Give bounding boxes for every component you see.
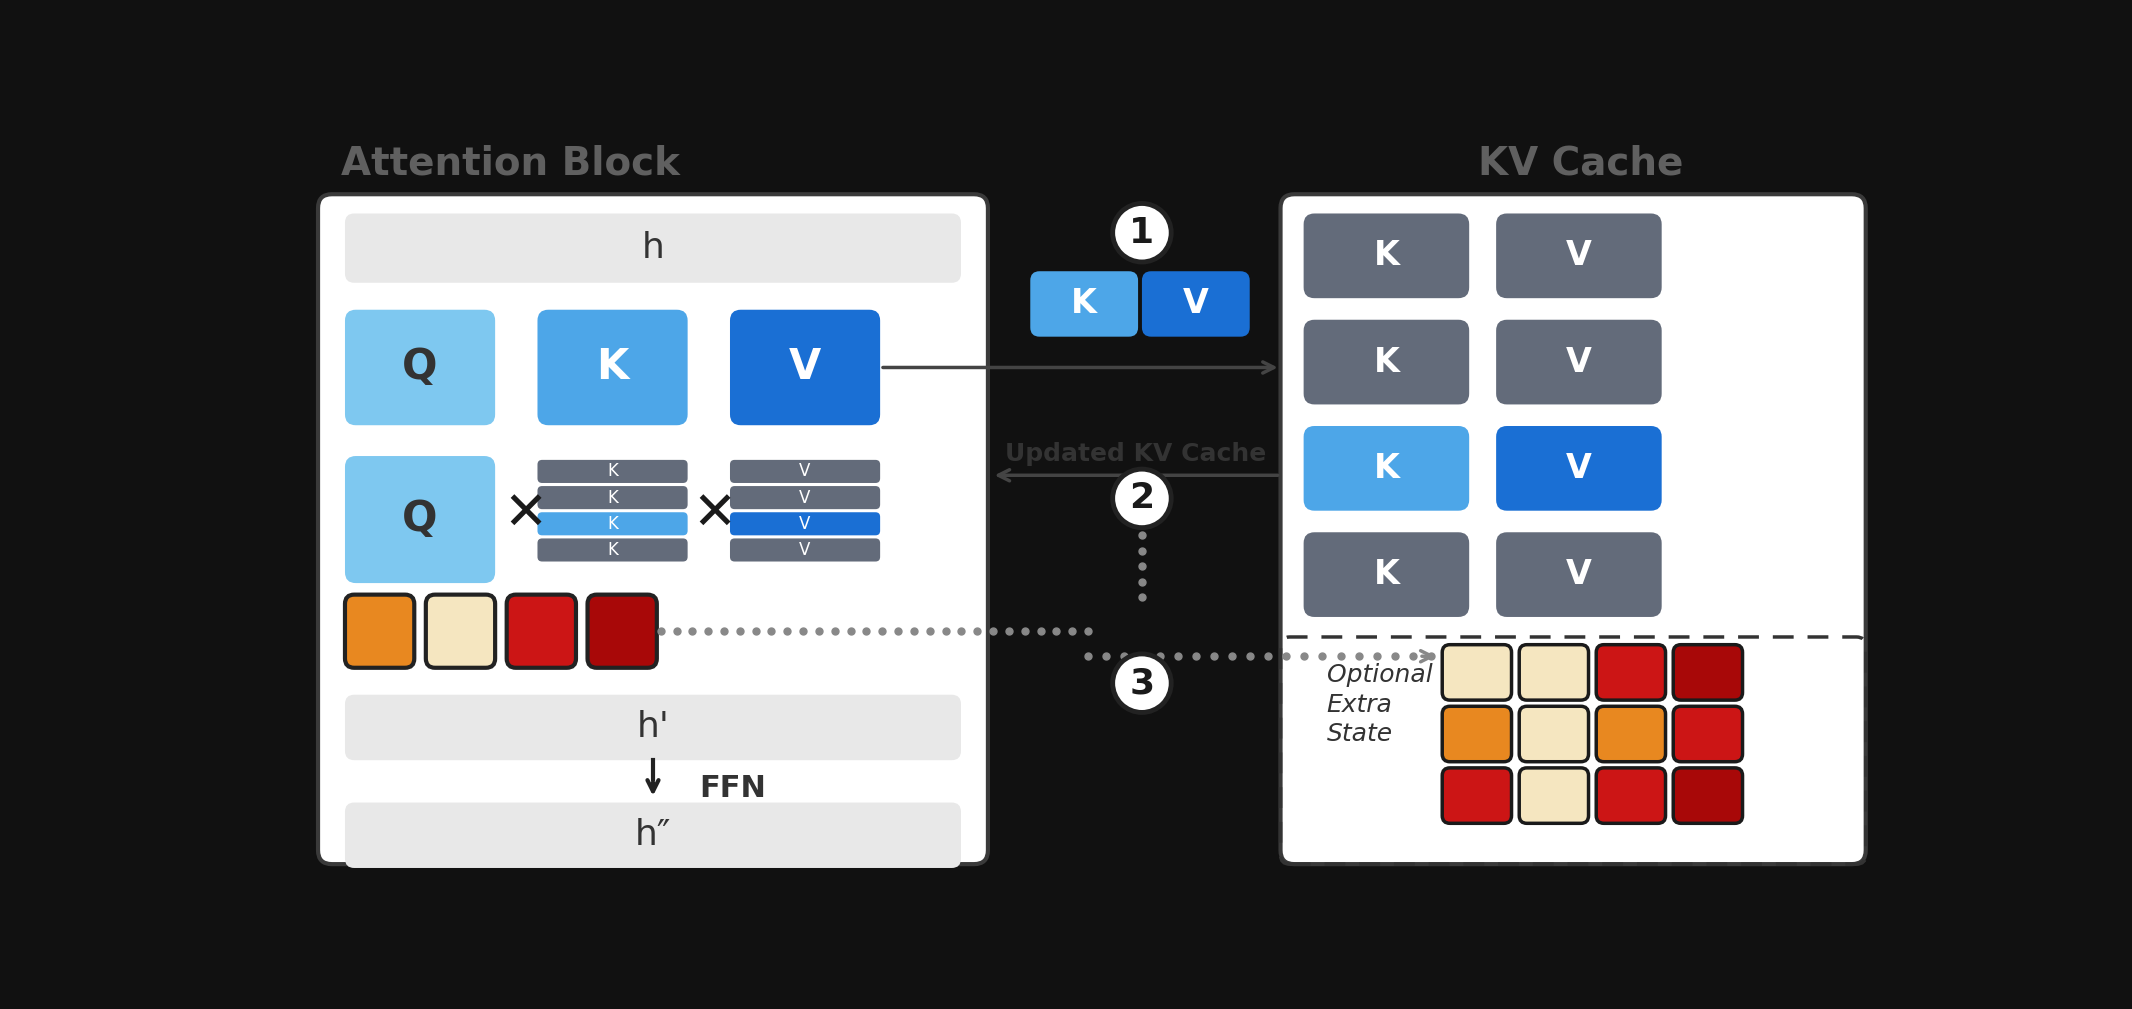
FancyBboxPatch shape [1497, 320, 1661, 405]
Text: V: V [1567, 239, 1593, 272]
FancyBboxPatch shape [1674, 645, 1742, 700]
Text: V: V [800, 462, 810, 480]
FancyBboxPatch shape [1303, 320, 1469, 405]
Text: 1: 1 [1130, 216, 1156, 250]
FancyBboxPatch shape [1303, 214, 1469, 299]
Text: h″: h″ [635, 818, 672, 852]
Text: KV Cache: KV Cache [1477, 144, 1684, 183]
FancyBboxPatch shape [537, 539, 689, 562]
FancyBboxPatch shape [729, 513, 881, 536]
Text: State: State [1326, 722, 1392, 746]
FancyBboxPatch shape [1674, 706, 1742, 762]
Text: Optional: Optional [1326, 664, 1433, 687]
FancyBboxPatch shape [537, 513, 689, 536]
Text: Q: Q [403, 498, 437, 540]
Text: K: K [1373, 346, 1399, 378]
Text: V: V [800, 541, 810, 559]
FancyBboxPatch shape [1497, 533, 1661, 616]
Text: V: V [789, 346, 821, 388]
Text: Updated KV Cache: Updated KV Cache [1004, 442, 1266, 466]
Circle shape [1113, 654, 1170, 712]
FancyBboxPatch shape [1597, 706, 1665, 762]
FancyBboxPatch shape [1303, 426, 1469, 511]
FancyBboxPatch shape [729, 460, 881, 483]
FancyBboxPatch shape [318, 194, 987, 864]
FancyBboxPatch shape [537, 310, 689, 425]
FancyBboxPatch shape [345, 456, 495, 583]
Text: K: K [597, 346, 629, 388]
Text: FFN: FFN [699, 774, 765, 803]
Text: V: V [1567, 452, 1593, 485]
Text: K: K [1373, 452, 1399, 485]
FancyBboxPatch shape [345, 310, 495, 425]
FancyBboxPatch shape [1520, 645, 1588, 700]
Text: V: V [800, 488, 810, 507]
Text: 3: 3 [1130, 666, 1156, 700]
FancyBboxPatch shape [537, 486, 689, 510]
FancyBboxPatch shape [345, 695, 962, 760]
FancyBboxPatch shape [1441, 768, 1512, 823]
Text: V: V [1183, 288, 1209, 321]
FancyBboxPatch shape [1497, 214, 1661, 299]
Text: ✕: ✕ [693, 487, 738, 540]
Text: K: K [1373, 239, 1399, 272]
Text: K: K [608, 488, 618, 507]
Circle shape [1113, 204, 1170, 262]
Text: V: V [1567, 558, 1593, 591]
FancyBboxPatch shape [1441, 706, 1512, 762]
Text: V: V [800, 515, 810, 533]
FancyBboxPatch shape [1597, 768, 1665, 823]
Text: K: K [608, 462, 618, 480]
Text: 2: 2 [1130, 481, 1156, 516]
FancyBboxPatch shape [345, 802, 962, 868]
FancyBboxPatch shape [537, 460, 689, 483]
FancyBboxPatch shape [345, 594, 414, 668]
FancyBboxPatch shape [1497, 426, 1661, 511]
Text: V: V [1567, 346, 1593, 378]
Text: K: K [608, 541, 618, 559]
Text: K: K [1373, 558, 1399, 591]
Text: K: K [608, 515, 618, 533]
Text: h': h' [637, 710, 669, 744]
FancyBboxPatch shape [588, 594, 657, 668]
Text: h: h [642, 231, 665, 265]
FancyBboxPatch shape [1030, 271, 1138, 337]
FancyBboxPatch shape [1441, 645, 1512, 700]
FancyBboxPatch shape [1520, 768, 1588, 823]
FancyBboxPatch shape [1674, 768, 1742, 823]
Text: K: K [1070, 288, 1098, 321]
Text: Attention Block: Attention Block [341, 144, 680, 183]
FancyBboxPatch shape [1281, 194, 1866, 864]
Text: Extra: Extra [1326, 693, 1392, 716]
Circle shape [1113, 469, 1170, 528]
FancyBboxPatch shape [507, 594, 576, 668]
FancyBboxPatch shape [729, 539, 881, 562]
FancyBboxPatch shape [345, 214, 962, 283]
Text: ✕: ✕ [503, 487, 548, 540]
FancyBboxPatch shape [729, 486, 881, 510]
Text: Q: Q [403, 346, 437, 388]
FancyBboxPatch shape [729, 310, 881, 425]
FancyBboxPatch shape [1303, 533, 1469, 616]
FancyBboxPatch shape [1520, 706, 1588, 762]
FancyBboxPatch shape [1597, 645, 1665, 700]
FancyBboxPatch shape [1143, 271, 1249, 337]
FancyBboxPatch shape [426, 594, 495, 668]
